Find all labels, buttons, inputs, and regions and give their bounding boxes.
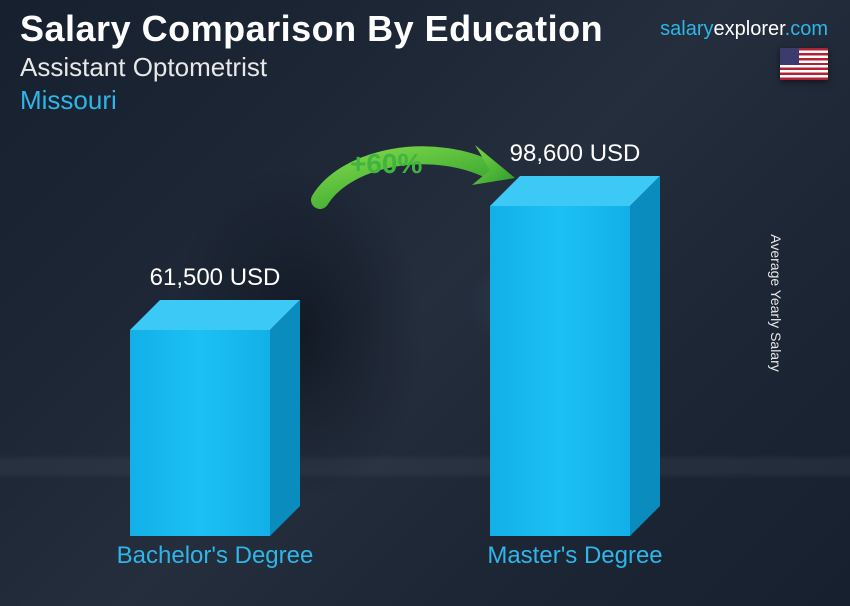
brand-logo: salaryexplorer.com (660, 18, 828, 41)
brand-part1: salary (660, 18, 713, 40)
percent-increase-label: +60% (350, 148, 422, 180)
usa-flag-icon (780, 48, 828, 80)
bar-value-label: 61,500 USD (85, 264, 345, 292)
bar-front-face (490, 206, 630, 536)
bar-category-label: Bachelor's Degree (85, 542, 345, 570)
bar-category-label: Master's Degree (445, 542, 705, 570)
brand-part2: explorer (714, 18, 785, 40)
content-layer: Salary Comparison By Education Assistant… (0, 0, 850, 606)
chart-subtitle: Assistant Optometrist (20, 52, 830, 83)
bar-side-face (630, 176, 660, 536)
chart-location: Missouri (20, 85, 830, 116)
bar-side-face (270, 300, 300, 536)
bar-front-face (130, 330, 270, 536)
brand-part3: .com (785, 18, 828, 40)
